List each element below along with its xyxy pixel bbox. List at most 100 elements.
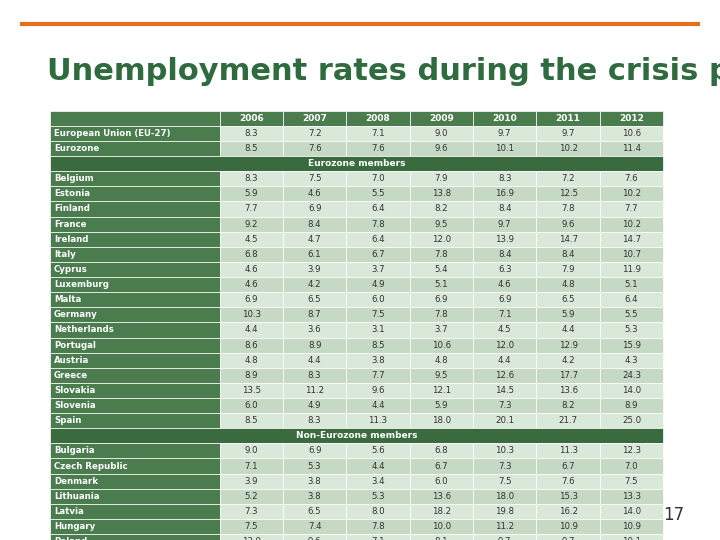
Text: 6.7: 6.7 bbox=[435, 462, 448, 470]
Text: 14.5: 14.5 bbox=[495, 386, 514, 395]
Text: 13.6: 13.6 bbox=[432, 492, 451, 501]
Text: 7.3: 7.3 bbox=[498, 401, 511, 410]
Text: 5.4: 5.4 bbox=[435, 265, 448, 274]
FancyBboxPatch shape bbox=[283, 186, 346, 201]
FancyBboxPatch shape bbox=[50, 247, 220, 262]
Text: Eurozone members: Eurozone members bbox=[308, 159, 405, 168]
Text: 4.5: 4.5 bbox=[498, 326, 511, 334]
Text: 7.8: 7.8 bbox=[372, 220, 384, 228]
FancyBboxPatch shape bbox=[50, 413, 220, 428]
FancyBboxPatch shape bbox=[410, 338, 473, 353]
FancyBboxPatch shape bbox=[536, 111, 600, 126]
Text: 8.3: 8.3 bbox=[245, 129, 258, 138]
Text: 8.3: 8.3 bbox=[245, 174, 258, 183]
FancyBboxPatch shape bbox=[346, 383, 410, 398]
Text: 6.3: 6.3 bbox=[498, 265, 511, 274]
Text: 7.8: 7.8 bbox=[435, 250, 448, 259]
FancyBboxPatch shape bbox=[536, 474, 600, 489]
Text: 9.5: 9.5 bbox=[435, 220, 448, 228]
FancyBboxPatch shape bbox=[50, 368, 220, 383]
Text: 21.7: 21.7 bbox=[559, 416, 577, 425]
FancyBboxPatch shape bbox=[600, 443, 663, 458]
Text: 13.3: 13.3 bbox=[622, 492, 641, 501]
Text: 16.2: 16.2 bbox=[559, 507, 577, 516]
Text: 8.9: 8.9 bbox=[245, 371, 258, 380]
Text: 10.1: 10.1 bbox=[622, 537, 641, 540]
Text: Latvia: Latvia bbox=[54, 507, 84, 516]
Text: 14.0: 14.0 bbox=[622, 507, 641, 516]
Text: 8.5: 8.5 bbox=[245, 416, 258, 425]
FancyBboxPatch shape bbox=[473, 338, 536, 353]
Text: 9.7: 9.7 bbox=[498, 537, 511, 540]
Text: 5.1: 5.1 bbox=[435, 280, 448, 289]
Text: Denmark: Denmark bbox=[54, 477, 98, 485]
FancyBboxPatch shape bbox=[283, 474, 346, 489]
Text: 10.2: 10.2 bbox=[622, 190, 641, 198]
Text: 16.9: 16.9 bbox=[495, 190, 514, 198]
FancyBboxPatch shape bbox=[410, 322, 473, 338]
FancyBboxPatch shape bbox=[283, 443, 346, 458]
Text: 10.1: 10.1 bbox=[495, 144, 514, 153]
FancyBboxPatch shape bbox=[283, 383, 346, 398]
FancyBboxPatch shape bbox=[50, 186, 220, 201]
FancyBboxPatch shape bbox=[220, 368, 283, 383]
FancyBboxPatch shape bbox=[600, 232, 663, 247]
Text: Poland: Poland bbox=[54, 537, 87, 540]
FancyBboxPatch shape bbox=[346, 443, 410, 458]
FancyBboxPatch shape bbox=[536, 307, 600, 322]
FancyBboxPatch shape bbox=[283, 247, 346, 262]
FancyBboxPatch shape bbox=[220, 307, 283, 322]
FancyBboxPatch shape bbox=[220, 474, 283, 489]
FancyBboxPatch shape bbox=[600, 338, 663, 353]
Text: 5.9: 5.9 bbox=[245, 190, 258, 198]
Text: 4.4: 4.4 bbox=[562, 326, 575, 334]
Text: 6.9: 6.9 bbox=[245, 295, 258, 304]
FancyBboxPatch shape bbox=[220, 186, 283, 201]
Text: 7.6: 7.6 bbox=[625, 174, 638, 183]
Text: 18.2: 18.2 bbox=[432, 507, 451, 516]
FancyBboxPatch shape bbox=[346, 201, 410, 217]
FancyBboxPatch shape bbox=[410, 141, 473, 156]
FancyBboxPatch shape bbox=[283, 171, 346, 186]
Text: 6.0: 6.0 bbox=[372, 295, 384, 304]
FancyBboxPatch shape bbox=[50, 428, 663, 443]
Text: 4.2: 4.2 bbox=[308, 280, 321, 289]
FancyBboxPatch shape bbox=[473, 217, 536, 232]
Text: 8.4: 8.4 bbox=[498, 205, 511, 213]
Text: 6.4: 6.4 bbox=[625, 295, 638, 304]
Text: 6.9: 6.9 bbox=[435, 295, 448, 304]
Text: 24.3: 24.3 bbox=[622, 371, 641, 380]
Text: 2012: 2012 bbox=[619, 114, 644, 123]
Text: 3.8: 3.8 bbox=[372, 356, 384, 364]
FancyBboxPatch shape bbox=[346, 398, 410, 413]
FancyBboxPatch shape bbox=[50, 398, 220, 413]
FancyBboxPatch shape bbox=[410, 217, 473, 232]
Text: 3.6: 3.6 bbox=[308, 326, 321, 334]
Text: 9.0: 9.0 bbox=[245, 447, 258, 455]
FancyBboxPatch shape bbox=[410, 413, 473, 428]
Text: Bulgaria: Bulgaria bbox=[54, 447, 94, 455]
Text: 10.6: 10.6 bbox=[622, 129, 641, 138]
FancyBboxPatch shape bbox=[600, 247, 663, 262]
Text: 4.4: 4.4 bbox=[372, 462, 384, 470]
FancyBboxPatch shape bbox=[536, 519, 600, 534]
Text: France: France bbox=[54, 220, 86, 228]
Text: 14.0: 14.0 bbox=[622, 386, 641, 395]
FancyBboxPatch shape bbox=[410, 201, 473, 217]
Text: 5.3: 5.3 bbox=[625, 326, 638, 334]
FancyBboxPatch shape bbox=[410, 232, 473, 247]
FancyBboxPatch shape bbox=[600, 368, 663, 383]
FancyBboxPatch shape bbox=[50, 322, 220, 338]
Text: 4.3: 4.3 bbox=[625, 356, 638, 364]
FancyBboxPatch shape bbox=[600, 519, 663, 534]
Text: 7.2: 7.2 bbox=[562, 174, 575, 183]
Text: 6.8: 6.8 bbox=[435, 447, 448, 455]
FancyBboxPatch shape bbox=[220, 217, 283, 232]
FancyBboxPatch shape bbox=[600, 141, 663, 156]
Text: 6.5: 6.5 bbox=[308, 295, 321, 304]
Text: 10.2: 10.2 bbox=[559, 144, 577, 153]
FancyBboxPatch shape bbox=[283, 232, 346, 247]
FancyBboxPatch shape bbox=[50, 458, 220, 474]
FancyBboxPatch shape bbox=[220, 504, 283, 519]
FancyBboxPatch shape bbox=[220, 141, 283, 156]
